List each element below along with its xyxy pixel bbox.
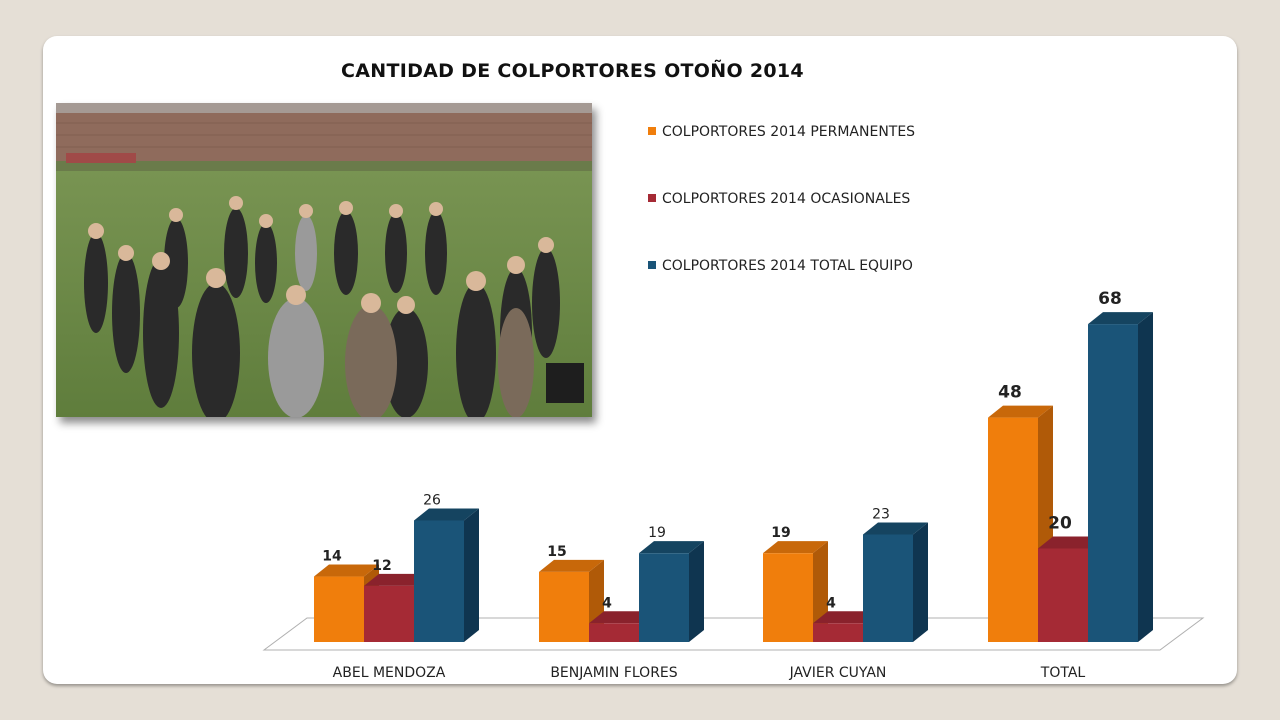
- bar-2-2: [863, 534, 913, 642]
- bar-top-0-1: [364, 573, 429, 586]
- chart-title: CANTIDAD DE COLPORTORES OTOÑO 2014: [341, 60, 804, 82]
- bar-3-0: [988, 417, 1038, 642]
- data-label-2-2: 23: [872, 506, 890, 522]
- bar-top-1-1: [589, 611, 654, 624]
- bar-2-0: [763, 553, 813, 642]
- data-label-3-0: 48: [998, 383, 1022, 403]
- legend-swatch-icon: [648, 127, 656, 135]
- data-label-3-1: 20: [1048, 514, 1072, 534]
- bar-top-2-1: [813, 611, 878, 624]
- chart-plot: 14 12 26 ABEL MENDOZA 15 4 19 BENJAMIN FLORES 19…: [262, 289, 1205, 681]
- category-label-2: JAVIER CUYAN: [789, 665, 887, 681]
- category-label-0: ABEL MENDOZA: [333, 665, 446, 681]
- bar-1-2: [639, 553, 689, 642]
- data-label-0-1: 12: [372, 558, 391, 574]
- bar-top-3-2: [1088, 312, 1153, 325]
- data-label-1-0: 15: [547, 544, 566, 560]
- bar-0-1: [364, 585, 414, 642]
- data-label-0-0: 14: [322, 549, 342, 565]
- data-label-2-1: 4: [826, 595, 836, 611]
- category-label-1: BENJAMIN FLORES: [550, 665, 677, 681]
- category-label-3: TOTAL: [1040, 665, 1086, 681]
- data-label-2-0: 19: [771, 525, 790, 541]
- bar-1-1: [589, 623, 639, 642]
- legend-item-ocasionales: COLPORTORES 2014 OCASIONALES: [648, 191, 910, 207]
- bar-0-0: [314, 576, 364, 642]
- bar-top-2-2: [863, 522, 928, 535]
- bar-top-0-2: [414, 508, 479, 521]
- chart-floor: [262, 617, 1205, 651]
- bar-top-3-1: [1038, 536, 1103, 549]
- bar-2-1: [813, 623, 863, 642]
- data-label-1-2: 19: [648, 525, 666, 541]
- bar-3-1: [1038, 548, 1088, 642]
- bar-side-0-2: [464, 508, 479, 642]
- bar-side-3-2: [1138, 312, 1153, 642]
- bar-top-2-0: [763, 541, 828, 554]
- bar-top-1-0: [539, 559, 604, 572]
- legend-swatch-icon: [648, 261, 656, 269]
- legend-item-total-equipo: COLPORTORES 2014 TOTAL EQUIPO: [648, 258, 913, 274]
- data-label-0-2: 26: [423, 492, 441, 508]
- bar-side-1-2: [689, 541, 704, 642]
- bar-3-2: [1088, 324, 1138, 642]
- legend-label: COLPORTORES 2014 TOTAL EQUIPO: [662, 258, 913, 274]
- bar-1-0: [539, 571, 589, 642]
- bar-top-1-2: [639, 541, 704, 554]
- legend-label: COLPORTORES 2014 OCASIONALES: [662, 191, 911, 207]
- legend-label: COLPORTORES 2014 PERMANENTES: [662, 124, 916, 140]
- slide: CANTIDAD DE COLPORTORES OTOÑO 2014: [43, 36, 1237, 684]
- bar-side-2-2: [913, 522, 928, 642]
- group-photo: [56, 103, 592, 417]
- data-label-3-2: 68: [1098, 289, 1122, 309]
- legend-item-permanentes: COLPORTORES 2014 PERMANENTES: [648, 124, 915, 140]
- bar-top-3-0: [988, 405, 1053, 418]
- legend-swatch-icon: [648, 194, 656, 202]
- data-label-1-1: 4: [602, 595, 612, 611]
- bar-top-0-0: [314, 564, 379, 577]
- bar-0-2: [414, 520, 464, 642]
